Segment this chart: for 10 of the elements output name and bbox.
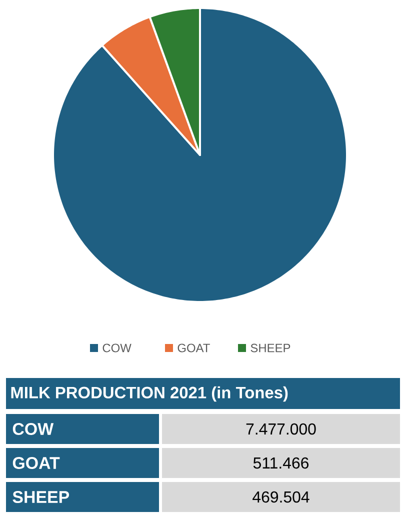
category-label: GOAT <box>12 457 60 469</box>
category-label: SHEEP <box>12 491 70 503</box>
text: MILK PRODUCTION 2021 (in Tones) <box>11 386 288 402</box>
legend-label: COW <box>102 344 132 352</box>
category-label: COW <box>12 423 54 435</box>
text: 7.477.000 <box>246 423 316 435</box>
text: 469.504 <box>252 491 310 503</box>
text: 511.466 <box>253 457 309 469</box>
legend-label: SHEEP <box>250 344 290 352</box>
legend-label: GOAT <box>178 344 210 352</box>
